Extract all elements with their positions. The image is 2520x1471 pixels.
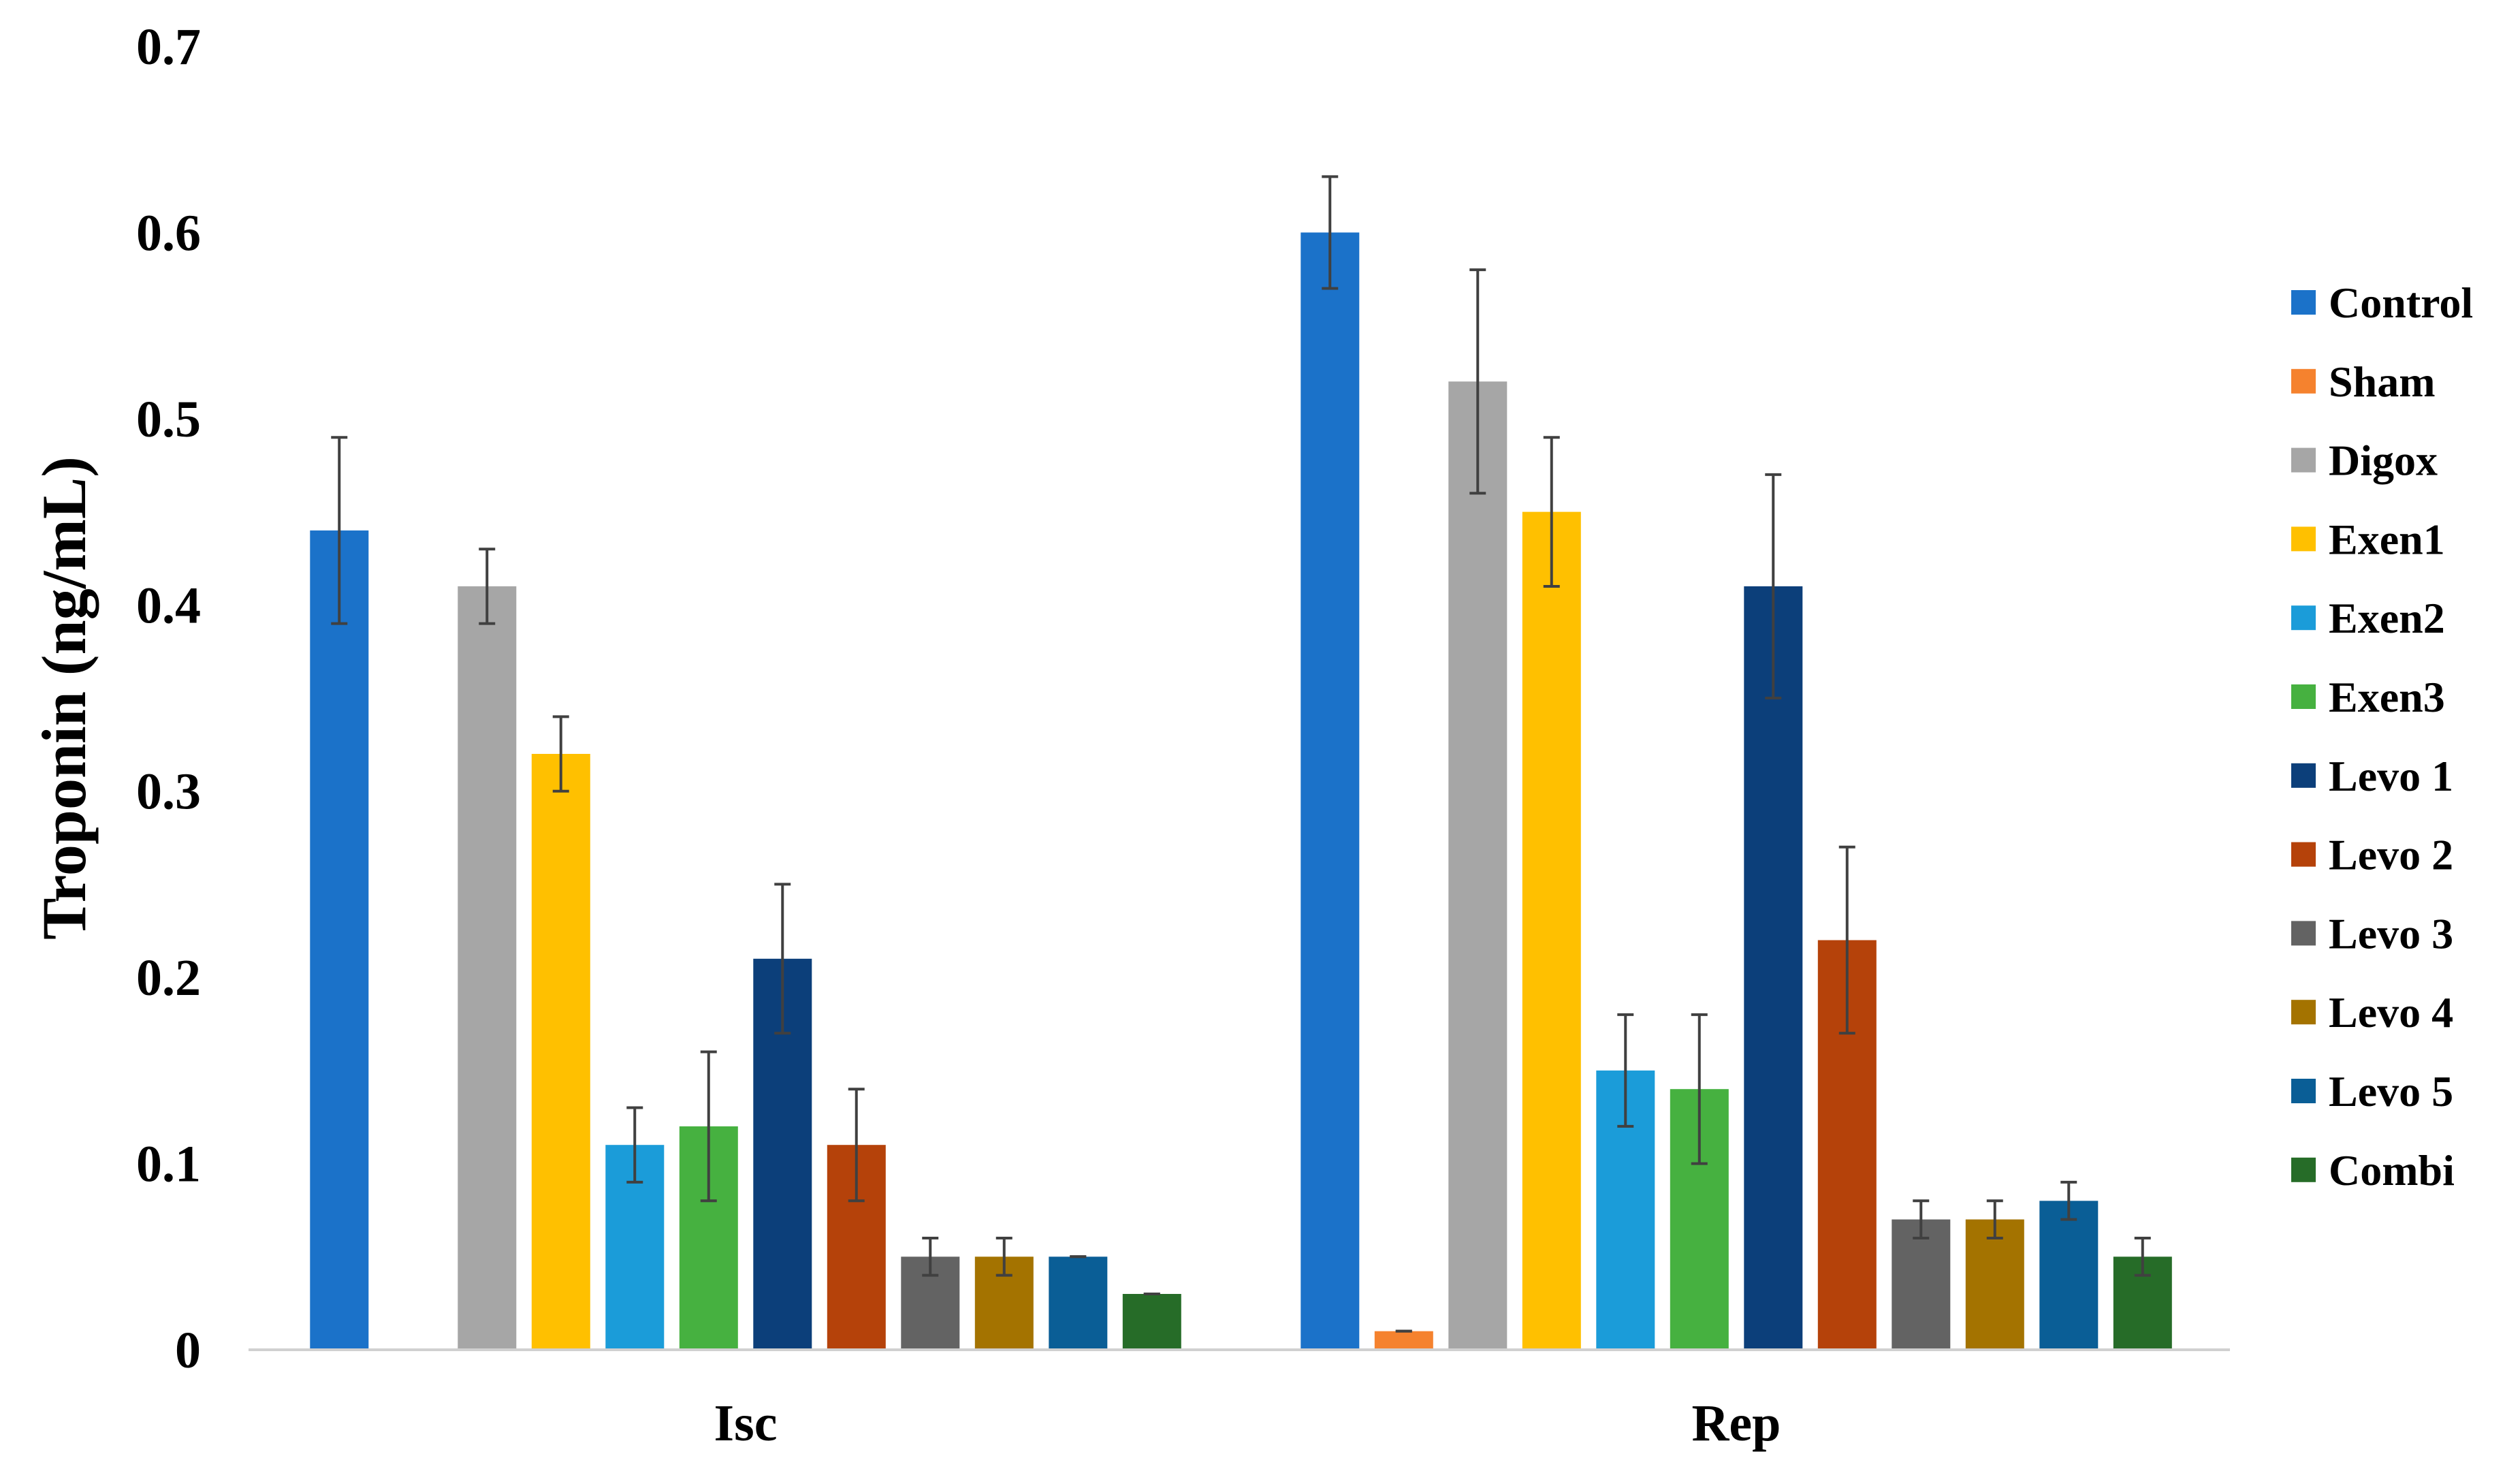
error-bar-rep-exen1 [1543,436,1560,588]
x-tick-label-rep: Rep [1692,1395,1781,1452]
legend-label-exen3: Exen3 [2329,673,2445,721]
error-bar-isc-exen3 [700,1050,717,1203]
legend-item-levo-1: Levo 1 [2291,752,2453,800]
legend-item-sham: Sham [2291,358,2436,406]
bar-isc-digox [458,586,517,1350]
legend-swatch-exen1 [2291,526,2316,552]
legend-item-exen1: Exen1 [2291,515,2445,563]
legend-label-levo-3: Levo 3 [2329,909,2453,958]
x-tick-label-isc: Isc [714,1395,778,1452]
legend-label-control: Control [2329,279,2473,327]
y-tick-label: 0.6 [136,204,201,262]
legend-label-levo-1: Levo 1 [2329,752,2453,800]
y-tick-label: 0.2 [136,949,201,1007]
y-tick-label: 0.3 [136,763,201,821]
legend-swatch-sham [2291,368,2316,394]
legend: Control Sham Digox Exen1 Exen2 Exen3 Levo 1 Lev… [2291,279,2473,1195]
legend-label-combi: Combi [2329,1146,2455,1195]
error-bar-rep-combi [2134,1236,2151,1277]
legend-swatch-levo-4 [2291,1000,2316,1025]
legend-item-levo-2: Levo 2 [2291,831,2453,879]
legend-item-combi: Combi [2291,1146,2455,1195]
error-bar-isc-levo-4 [995,1236,1012,1277]
bar-rep-levo-1 [1744,586,1803,1350]
legend-swatch-exen3 [2291,684,2316,709]
bar-rep-levo-4 [1965,1219,2024,1350]
x-tick-labels: Isc Rep [714,1395,1781,1452]
legend-swatch-combi [2291,1157,2316,1182]
bar-rep-digox [1448,381,1508,1350]
legend-label-sham: Sham [2329,358,2436,406]
error-bar-rep-levo-1 [1765,473,1782,699]
error-bar-rep-levo-2 [1838,845,1855,1035]
legend-item-exen3: Exen3 [2291,673,2445,721]
bar-rep-levo-3 [1892,1219,1951,1350]
bar-rep-exen1 [1522,511,1581,1350]
y-tick-label: 0.4 [136,577,201,634]
error-bar-isc-exen1 [552,715,569,793]
error-bar-rep-digox [1469,268,1486,495]
legend-swatch-levo-2 [2291,842,2316,867]
bar-isc-control [310,530,369,1350]
bar-isc-levo-5 [1049,1256,1108,1350]
error-bar-rep-exen3 [1691,1013,1708,1165]
error-bar-isc-levo-1 [774,883,791,1035]
error-bar-isc-levo-3 [922,1236,939,1277]
legend-item-levo-5: Levo 5 [2291,1067,2453,1116]
y-tick-label: 0 [175,1322,201,1379]
error-bar-isc-digox [479,548,496,625]
legend-label-exen1: Exen1 [2329,515,2445,563]
error-bar-isc-control [331,436,348,625]
bar-isc-combi [1122,1294,1181,1350]
error-bar-isc-levo-2 [848,1088,865,1203]
y-axis-title: Troponin (ng/mL) [29,456,99,940]
legend-swatch-exen2 [2291,605,2316,631]
legend-item-levo-4: Levo 4 [2291,988,2453,1037]
legend-swatch-digox [2291,447,2316,473]
legend-swatch-levo-1 [2291,763,2316,788]
error-bar-rep-levo-5 [2060,1180,2077,1221]
error-bar-isc-exen2 [626,1106,643,1184]
legend-item-digox: Digox [2291,437,2438,485]
legend-item-levo-3: Levo 3 [2291,909,2453,958]
error-bar-rep-levo-3 [1913,1199,1930,1239]
y-tick-label: 0.5 [136,391,201,448]
bars-layer [310,232,2172,1350]
legend-item-exen2: Exen2 [2291,594,2445,642]
error-bar-rep-control [1322,175,1339,290]
y-tick-label: 0.7 [136,18,201,76]
bar-rep-levo-5 [2039,1201,2099,1350]
bar-rep-sham [1374,1331,1433,1350]
legend-label-exen2: Exen2 [2329,594,2445,642]
bar-rep-control [1301,232,1360,1350]
legend-swatch-levo-5 [2291,1079,2316,1103]
legend-label-levo-5: Levo 5 [2329,1067,2453,1116]
legend-item-control: Control [2291,279,2473,327]
error-bar-rep-levo-4 [1986,1199,2003,1239]
legend-label-levo-2: Levo 2 [2329,831,2453,879]
bar-isc-exen1 [531,754,590,1350]
error-bars-layer [331,175,2151,1333]
y-tick-label: 0.1 [136,1136,201,1193]
y-tick-labels: 0 0.1 0.2 0.3 0.4 0.5 0.6 0.7 [136,18,201,1379]
legend-swatch-levo-3 [2291,921,2316,946]
legend-label-digox: Digox [2329,437,2438,485]
legend-label-levo-4: Levo 4 [2329,988,2453,1037]
error-bar-rep-exen2 [1617,1013,1634,1128]
legend-swatch-control [2291,290,2316,315]
